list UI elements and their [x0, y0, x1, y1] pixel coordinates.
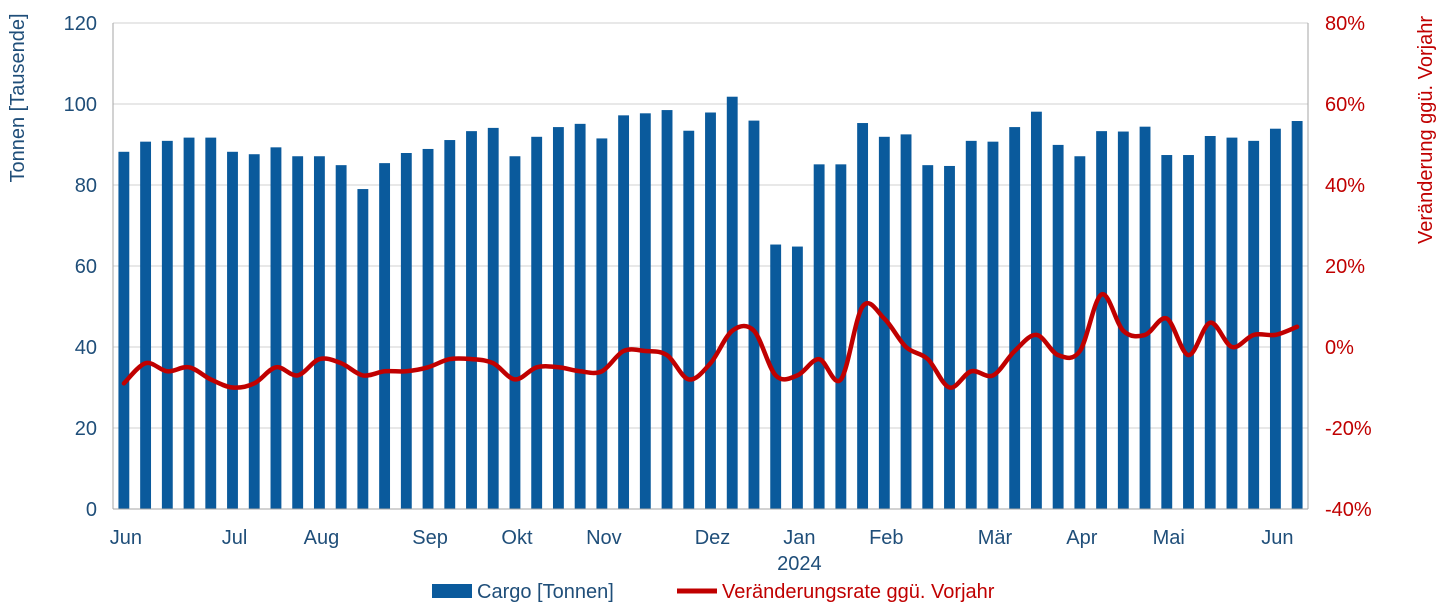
right-axis-ticks: -40% -20% 0% 20% 40% 60% 80%: [1325, 13, 1372, 521]
bar: [813, 164, 825, 509]
axes: [112, 23, 1309, 510]
right-tick-label: 60%: [1325, 94, 1365, 116]
bar: [1009, 127, 1021, 510]
left-tick-label: 20: [75, 418, 97, 440]
right-tick-label: 40%: [1325, 175, 1365, 197]
bar: [748, 120, 760, 509]
bar: [357, 189, 369, 510]
bar: [335, 165, 347, 509]
bar: [618, 115, 630, 509]
line-series: [121, 292, 1300, 390]
bar: [1052, 144, 1064, 509]
bar: [531, 136, 543, 509]
x-tick-label: Jun: [1261, 527, 1293, 549]
bar: [379, 163, 391, 509]
left-axis-label: Tonnen [Tausende]: [7, 13, 29, 182]
bar: [857, 123, 869, 509]
bar: [227, 151, 238, 510]
bar: [183, 137, 195, 510]
x-tick-label: Jul: [222, 527, 248, 549]
bar: [574, 123, 586, 509]
bar: [292, 156, 304, 509]
left-tick-label: 100: [64, 94, 97, 116]
x-tick-label: Apr: [1066, 527, 1097, 549]
bar: [835, 164, 847, 509]
legend-bar-label: Cargo [Tonnen]: [477, 581, 614, 603]
bar: [900, 134, 912, 509]
right-axis-label: Veränderung ggü. Vorjahr: [1415, 16, 1437, 244]
bar: [466, 131, 477, 509]
bar: [1248, 140, 1260, 510]
left-tick-label: 120: [64, 13, 97, 35]
right-tick-label: -20%: [1325, 418, 1372, 440]
bar: [422, 148, 434, 509]
bar: [270, 147, 282, 509]
bar: [140, 141, 152, 510]
bar: [487, 127, 499, 510]
bar: [205, 137, 217, 510]
bar-series: [118, 96, 1303, 510]
bar: [1161, 155, 1173, 509]
left-tick-label: 60: [75, 256, 97, 278]
bar: [1139, 126, 1151, 510]
bar: [444, 140, 456, 510]
bar: [987, 141, 999, 510]
left-tick-label: 40: [75, 337, 97, 359]
bar: [1269, 128, 1281, 509]
right-tick-label: 20%: [1325, 256, 1365, 278]
right-tick-label: -40%: [1325, 499, 1372, 521]
bar: [639, 113, 651, 509]
bar: [118, 151, 130, 510]
bar: [313, 156, 325, 509]
bar: [1183, 155, 1194, 509]
x-tick-label: Mär: [978, 527, 1013, 549]
bar: [552, 127, 564, 510]
bar: [965, 140, 977, 510]
bar: [161, 140, 173, 510]
x-tick-label: Mai: [1153, 527, 1185, 549]
year-label: 2024: [777, 553, 822, 575]
bar: [1074, 156, 1086, 509]
legend: Cargo [Tonnen] Veränderungsrate ggü. Vor…: [432, 581, 995, 603]
bar: [1226, 137, 1238, 510]
right-tick-label: 0%: [1325, 337, 1354, 359]
legend-bar-swatch: [432, 584, 472, 598]
bar: [922, 165, 934, 509]
bar: [1291, 121, 1303, 509]
x-axis-ticks: Jun Jul Aug Sep Okt Nov Dez Jan Feb Mär Apr Mai Jun: [110, 527, 1294, 549]
x-tick-label: Jun: [110, 527, 142, 549]
bar: [661, 110, 673, 509]
bar: [400, 153, 412, 509]
left-tick-label: 0: [86, 499, 97, 521]
x-tick-label: Jan: [783, 527, 815, 549]
bar: [1030, 111, 1042, 509]
bar: [1117, 131, 1129, 510]
bar: [1096, 131, 1108, 509]
x-tick-label: Nov: [586, 527, 622, 549]
bar: [596, 138, 608, 510]
bar: [705, 112, 716, 509]
legend-line-label: Veränderungsrate ggü. Vorjahr: [722, 581, 995, 603]
left-axis-ticks: 0 20 40 60 80 100 120: [64, 13, 97, 521]
left-tick-label: 80: [75, 175, 97, 197]
x-tick-label: Dez: [695, 527, 731, 549]
x-tick-label: Aug: [304, 527, 340, 549]
bar: [509, 156, 521, 509]
x-tick-label: Okt: [501, 527, 533, 549]
bar: [726, 96, 738, 510]
x-tick-label: Feb: [869, 527, 903, 549]
bar: [944, 165, 955, 509]
x-tick-label: Sep: [412, 527, 448, 549]
right-tick-label: 80%: [1325, 13, 1365, 35]
bar: [878, 136, 890, 509]
bar: [683, 130, 695, 510]
bar: [248, 154, 260, 509]
